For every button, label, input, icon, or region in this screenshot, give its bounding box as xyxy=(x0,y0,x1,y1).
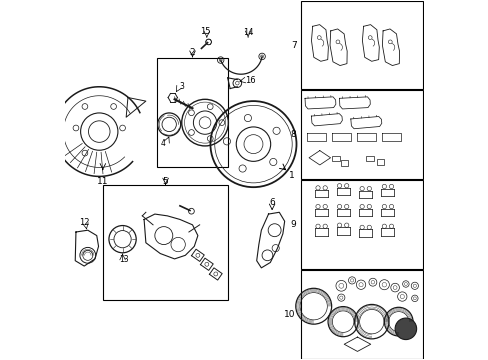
Bar xyxy=(341,160,348,166)
Text: 2: 2 xyxy=(189,48,195,57)
Bar xyxy=(332,156,339,161)
Text: 9: 9 xyxy=(290,220,296,229)
Text: 7: 7 xyxy=(290,41,296,50)
Bar xyxy=(376,159,384,165)
Text: 4: 4 xyxy=(160,139,165,148)
Bar xyxy=(366,156,373,161)
Text: 12: 12 xyxy=(79,218,89,227)
Text: 13: 13 xyxy=(119,256,129,265)
Bar xyxy=(300,180,422,269)
Text: 5: 5 xyxy=(163,176,168,185)
Bar xyxy=(102,185,228,300)
Bar xyxy=(300,90,422,179)
Bar xyxy=(300,270,422,359)
Text: 8: 8 xyxy=(290,130,296,139)
Text: 16: 16 xyxy=(245,76,255,85)
Bar xyxy=(300,1,422,89)
Text: 15: 15 xyxy=(200,27,210,36)
Text: 11: 11 xyxy=(97,176,108,185)
Text: 1: 1 xyxy=(289,171,294,180)
Text: 10: 10 xyxy=(283,310,294,319)
Text: 3: 3 xyxy=(179,82,184,91)
Circle shape xyxy=(394,318,416,339)
Text: 6: 6 xyxy=(269,198,274,207)
Bar xyxy=(156,58,228,167)
Text: 14: 14 xyxy=(243,28,253,37)
